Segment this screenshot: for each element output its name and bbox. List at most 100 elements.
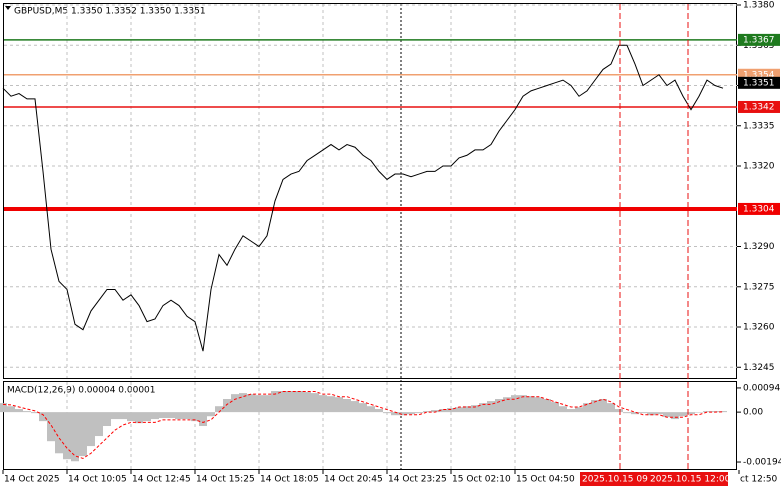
y-tick-label: 1.3275 xyxy=(743,282,775,292)
macd-bar xyxy=(15,409,23,413)
macd-bar xyxy=(647,412,655,416)
macd-bar xyxy=(679,412,687,417)
macd-bar xyxy=(607,403,615,413)
level-label-box xyxy=(738,202,780,215)
macd-bar xyxy=(343,399,351,413)
x-tick-label: 14 Oct 12:45 xyxy=(132,475,191,485)
macd-bar xyxy=(695,412,703,413)
level-label: 1.3367 xyxy=(743,35,775,45)
macd-bar xyxy=(159,412,167,419)
macd-bar xyxy=(623,412,631,414)
macd-bar xyxy=(295,391,303,413)
macd-bar xyxy=(543,399,551,413)
macd-bar xyxy=(671,412,679,420)
macd-bar xyxy=(319,395,327,413)
macd-bar xyxy=(663,412,671,418)
macd-signal xyxy=(2,391,724,459)
y-tick-label: 0.00094 xyxy=(743,383,780,393)
marker-label-box xyxy=(648,472,728,486)
y-tick-label: 1.3320 xyxy=(743,162,775,172)
macd-title: MACD(12,26,9) 0.00004 0.00001 xyxy=(7,386,156,396)
x-tick-label: 15 Oct 04:50 xyxy=(516,475,575,485)
marker-label: 2025.10.15 09: xyxy=(582,475,651,485)
macd-bar xyxy=(95,412,103,437)
y-tick-label: 1.3290 xyxy=(743,242,775,252)
macd-pane xyxy=(3,381,737,470)
level-label-box xyxy=(738,33,780,46)
macd-bar xyxy=(127,412,135,422)
macd-bar xyxy=(615,409,623,413)
macd-bar xyxy=(423,411,431,413)
x-tick-label: 14 Oct 10:05 xyxy=(68,475,127,485)
macd-bar xyxy=(279,391,287,413)
macd-bar xyxy=(199,412,207,427)
macd-bar xyxy=(263,395,271,413)
current-price-box xyxy=(738,76,780,89)
macd-bar xyxy=(487,401,495,413)
level-label: 1.3354 xyxy=(743,70,775,80)
y-tick-label: 1.3335 xyxy=(743,121,775,131)
y-tick-label: 1.3245 xyxy=(743,363,775,373)
macd-bar xyxy=(303,392,311,413)
macd-bar xyxy=(335,397,343,413)
macd-bar xyxy=(63,412,71,460)
macd-bar xyxy=(391,412,399,416)
macd-bar xyxy=(559,406,567,413)
level-label: 1.3342 xyxy=(743,102,775,112)
x-tick-label: ct 12:50 xyxy=(740,475,778,485)
macd-bar xyxy=(535,397,543,413)
macd-bar xyxy=(359,403,367,413)
macd-bar xyxy=(495,399,503,413)
x-tick-label: 14 Oct 2025 xyxy=(4,475,60,485)
macd-bar xyxy=(575,407,583,413)
macd-bar xyxy=(463,406,471,413)
macd-bar xyxy=(103,412,111,427)
macd-bar xyxy=(407,412,415,415)
current-price-label: 1.3351 xyxy=(743,78,775,88)
macd-bar xyxy=(527,396,535,413)
macd-bar xyxy=(567,409,575,413)
macd-bar xyxy=(207,412,215,417)
x-tick-label: 14 Oct 23:25 xyxy=(388,475,447,485)
x-tick-label: 14 Oct 15:25 xyxy=(196,475,255,485)
macd-bar xyxy=(591,400,599,413)
macd-bar xyxy=(719,411,727,413)
macd-bar xyxy=(471,405,479,413)
macd-bar xyxy=(0,403,7,413)
macd-bar xyxy=(71,412,79,462)
macd-bar xyxy=(503,397,511,413)
y-tick-label: -0.00194 xyxy=(743,458,781,468)
macd-bar xyxy=(479,403,487,413)
macd-bar xyxy=(399,412,407,416)
macd-bar xyxy=(183,412,191,420)
macd-bar xyxy=(519,395,527,413)
macd-bar xyxy=(599,399,607,413)
level-label: 1.3304 xyxy=(743,204,775,214)
macd-bar xyxy=(311,393,319,413)
macd-bar xyxy=(31,412,39,414)
macd-bar xyxy=(271,391,279,413)
macd-bar xyxy=(431,410,439,413)
macd-bar xyxy=(687,412,695,415)
y-tick-label: 0.00 xyxy=(743,408,763,418)
macd-bar xyxy=(447,408,455,413)
macd-bar xyxy=(383,412,391,414)
macd-bar xyxy=(711,411,719,413)
macd-bar xyxy=(135,412,143,424)
macd-bar xyxy=(631,412,639,415)
macd-bar xyxy=(23,411,31,413)
macd-bar xyxy=(111,412,119,420)
macd-bar xyxy=(191,412,199,422)
x-tick-label: 14 Oct 20:45 xyxy=(324,475,383,485)
macd-bar xyxy=(151,412,159,420)
macd-bar xyxy=(143,412,151,422)
macd-bar xyxy=(239,393,247,413)
macd-bar xyxy=(367,406,375,413)
macd-bar xyxy=(375,409,383,413)
macd-bar xyxy=(439,409,447,413)
macd-bar xyxy=(167,412,175,419)
macd-bar xyxy=(119,412,127,420)
macd-bar xyxy=(551,402,559,413)
